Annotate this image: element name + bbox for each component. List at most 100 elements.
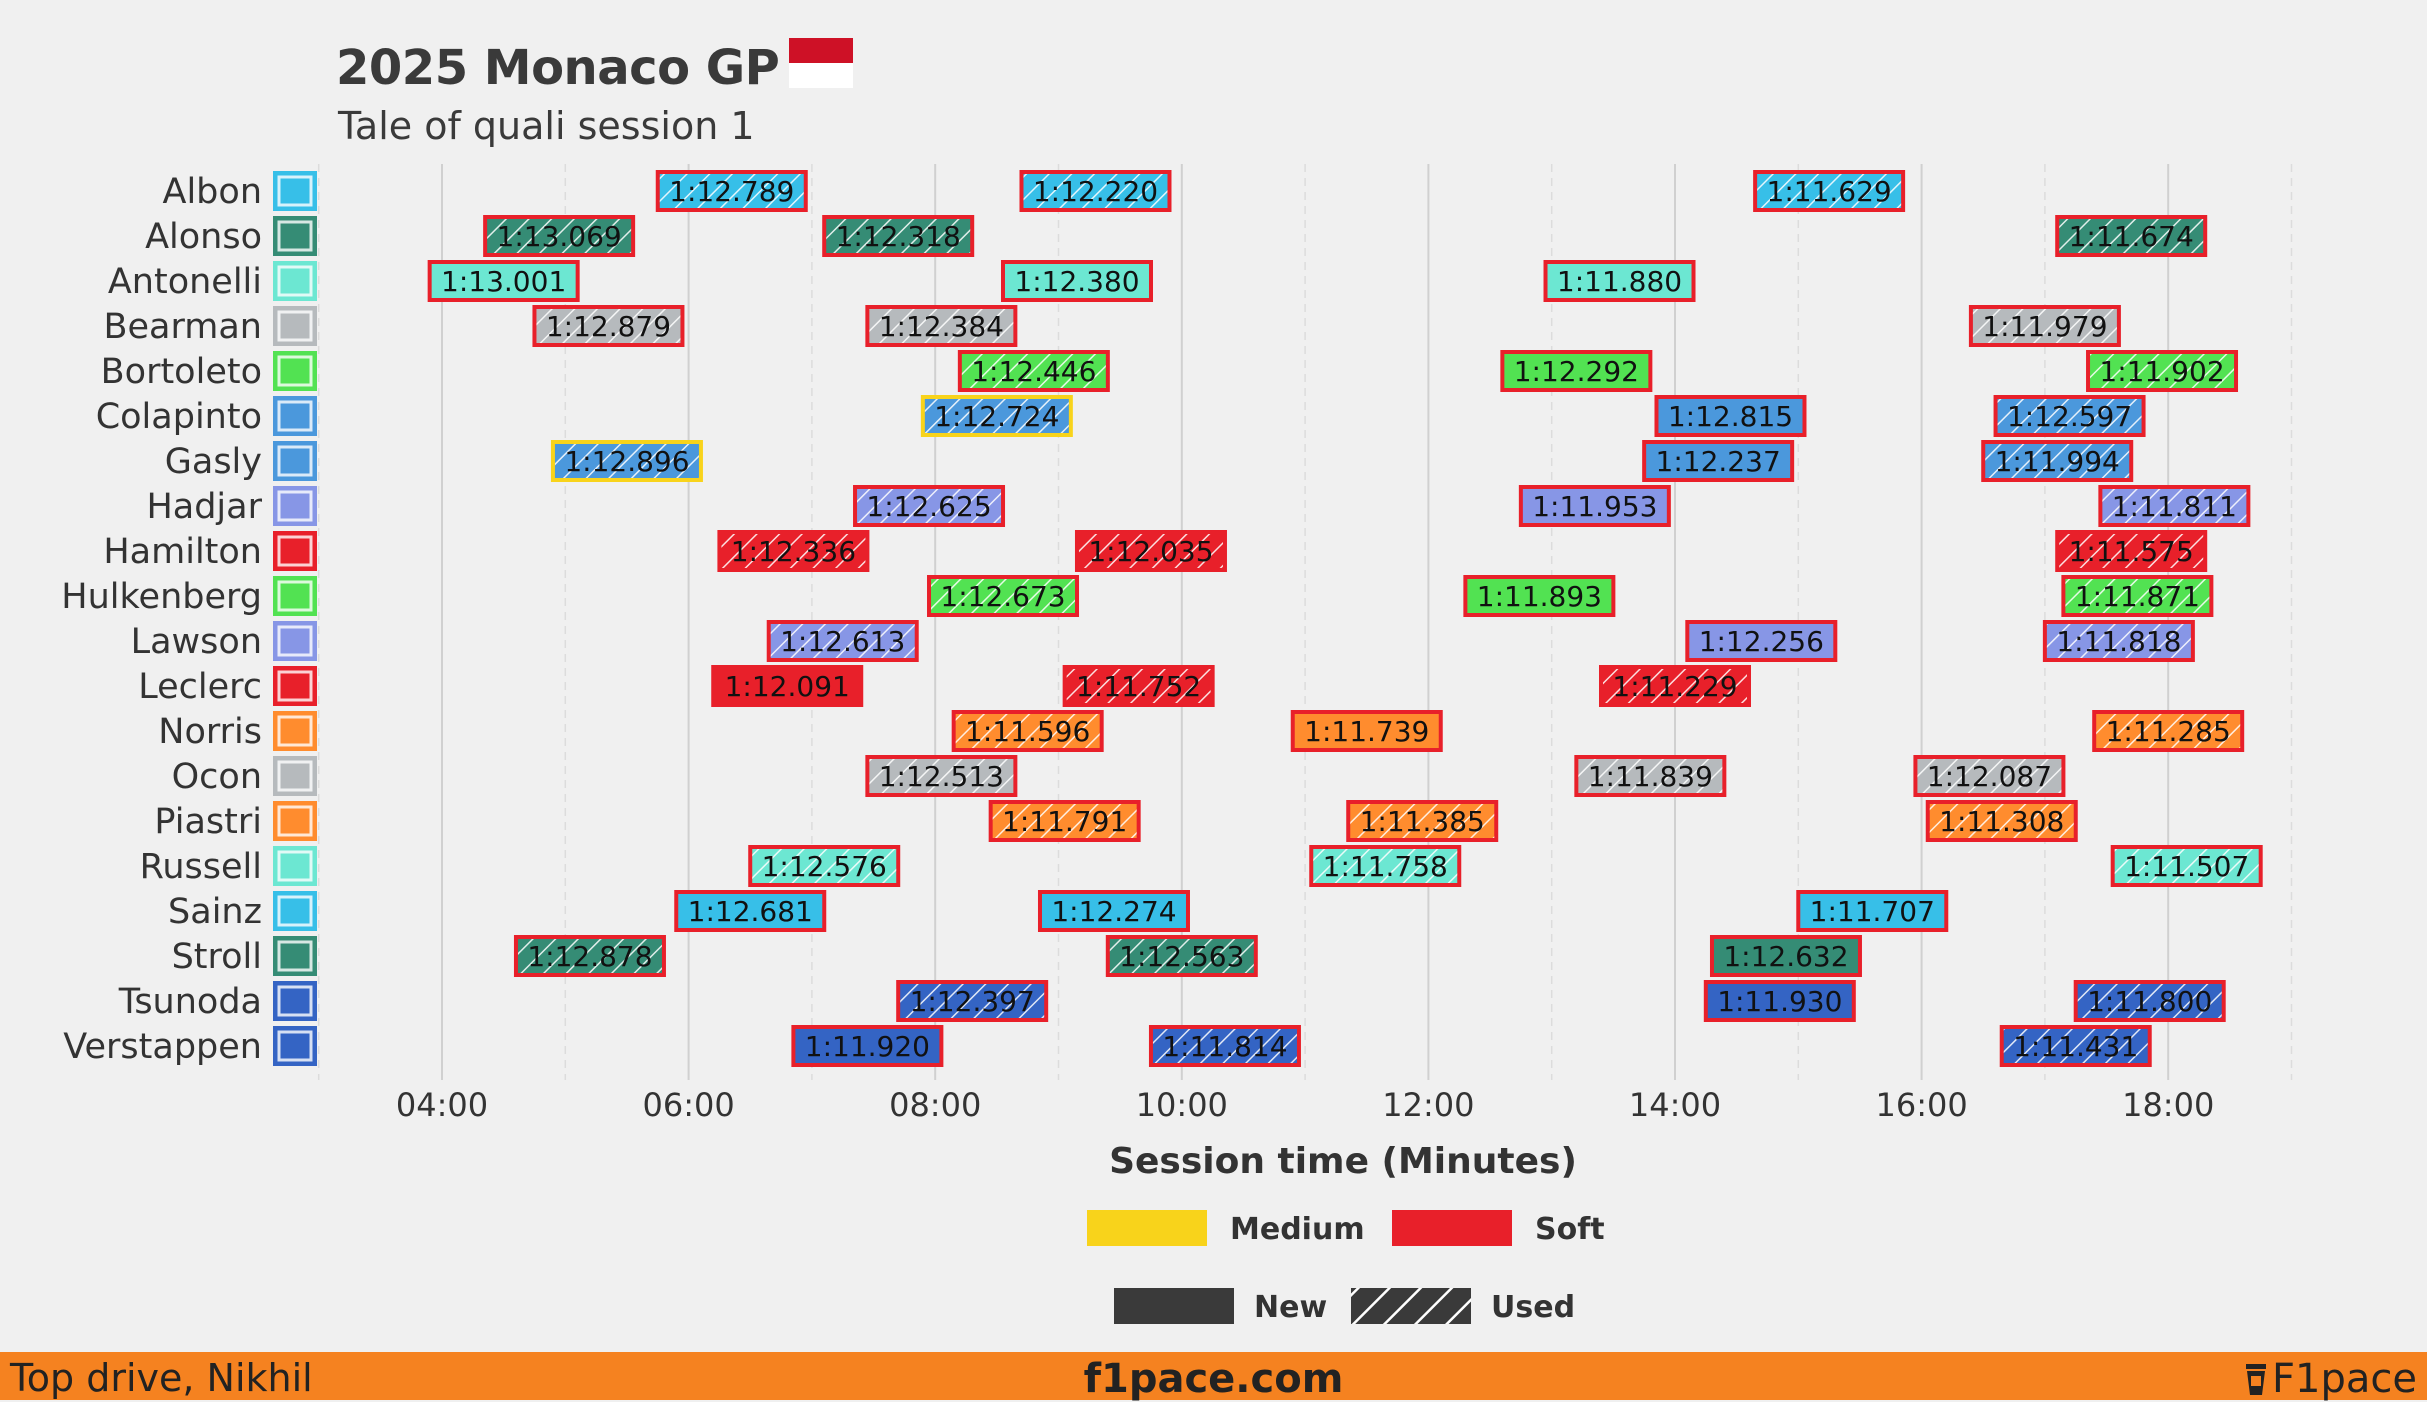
lap-bar[interactable]: 1:12.513 [865,755,1018,797]
lap-bar[interactable]: 1:11.739 [1290,710,1443,752]
team-icon-mark [277,1030,313,1062]
lap-bar[interactable]: 1:11.930 [1703,980,1856,1022]
lap-bar[interactable]: 1:12.878 [513,935,666,977]
lap-bar-hatch [931,579,1076,613]
lap-bar[interactable]: 1:12.397 [896,980,1049,1022]
driver-label: Sainz [168,892,262,932]
lap-time-label: 1:12.256 [1699,625,1824,658]
lap-bar-hatch [1078,534,1223,568]
lap-bar[interactable]: 1:12.673 [927,575,1080,617]
lap-bar[interactable]: 1:12.681 [674,890,827,932]
lap-bar[interactable]: 1:11.674 [2055,215,2208,257]
lap-bar[interactable]: 1:11.800 [2073,980,2226,1022]
lap-bar[interactable]: 1:11.385 [1346,800,1499,842]
lap-bar[interactable]: 1:12.896 [550,440,703,482]
lap-time-label: 1:12.292 [1514,355,1639,388]
lap-bar-hatch [857,489,1002,523]
lap-bar-fill [427,260,580,302]
lap-bar[interactable]: 1:12.274 [1037,890,1190,932]
lap-time-label: 1:11.811 [2112,490,2237,523]
lap-bar[interactable]: 1:12.789 [655,170,808,212]
team-icon-mark [277,220,313,252]
lap-bar[interactable]: 1:11.818 [2042,620,2195,662]
lap-bar[interactable]: 1:11.596 [951,710,1104,752]
lap-bar[interactable]: 1:11.707 [1796,890,1949,932]
lap-bar[interactable]: 1:11.814 [1148,1025,1301,1067]
lap-bar[interactable]: 1:12.318 [822,215,975,257]
lap-bar[interactable]: 1:12.035 [1074,530,1227,572]
lap-bar-hatch [826,219,971,253]
chart-subtitle: Tale of quali session 1 [338,104,755,148]
lap-bar[interactable]: 1:11.507 [2110,845,2263,887]
lap-bar[interactable]: 1:11.791 [988,800,1141,842]
lap-bar[interactable]: 1:11.979 [1968,305,2121,347]
lap-bar[interactable]: 1:12.292 [1500,350,1653,392]
lap-bar[interactable]: 1:12.879 [532,305,685,347]
lap-bar[interactable]: 1:12.256 [1685,620,1838,662]
alpine-logo-icon [273,441,317,481]
lap-bar[interactable]: 1:12.220 [1019,170,1172,212]
lap-bar[interactable]: 1:11.229 [1599,665,1751,707]
lap-bar[interactable]: 1:11.752 [1062,665,1215,707]
footer-site-link[interactable]: f1pace.com [1083,1356,1344,1402]
lap-bar[interactable]: 1:11.893 [1463,575,1616,617]
lap-time-label: 1:12.336 [731,535,856,568]
driver-label: Tsunoda [118,982,262,1022]
lap-bar[interactable]: 1:12.815 [1654,395,1807,437]
lap-bar-hatch [1972,309,2117,343]
lap-bar[interactable]: 1:11.994 [1981,440,2134,482]
lap-bar[interactable]: 1:12.384 [865,305,1018,347]
lap-time-label: 1:12.220 [1033,175,1158,208]
lap-time-label: 1:12.879 [546,310,671,343]
legend-swatch-used-hatch [1351,1288,1471,1324]
lap-bar[interactable]: 1:11.629 [1753,170,1906,212]
driver-label: Hamilton [103,532,262,572]
driver-label: Colapinto [96,397,262,437]
lap-bar[interactable]: 1:12.625 [853,485,1006,527]
lap-bar[interactable]: 1:12.336 [717,530,870,572]
lap-bar[interactable]: 1:12.597 [1993,395,2146,437]
lap-bar[interactable]: 1:11.285 [2092,710,2245,752]
lap-bar-hatch [721,534,866,568]
team-icon-mark [277,580,313,612]
lap-time-label: 1:11.758 [1323,850,1448,883]
lap-bar-hatch [536,309,681,343]
lap-bar[interactable]: 1:11.920 [791,1025,944,1067]
lap-bar[interactable]: 1:12.446 [957,350,1110,392]
lap-bar[interactable]: 1:11.871 [2061,575,2214,617]
lap-bar[interactable]: 1:11.811 [2098,485,2251,527]
lap-time-label: 1:11.920 [805,1030,930,1063]
driver-label: Alonso [145,217,262,257]
lap-bar[interactable]: 1:11.431 [1999,1025,2152,1067]
driver-label: Stroll [172,937,262,977]
lap-bar[interactable]: 1:12.724 [920,395,1073,437]
lap-bar-hatch [2003,1029,2148,1063]
lap-bar-fill [1500,350,1653,392]
lap-bar[interactable]: 1:12.237 [1642,440,1795,482]
lap-bar[interactable]: 1:11.880 [1543,260,1696,302]
team-icon-mark [277,355,313,387]
lap-bar[interactable]: 1:11.758 [1309,845,1462,887]
lap-bar[interactable]: 1:11.575 [2055,530,2208,572]
lap-bar[interactable]: 1:12.576 [748,845,901,887]
lap-bar[interactable]: 1:13.001 [427,260,580,302]
lap-bar[interactable]: 1:11.308 [1925,800,2078,842]
lap-time-label: 1:11.431 [2013,1030,2138,1063]
lap-bar[interactable]: 1:11.839 [1574,755,1727,797]
lap-bar[interactable]: 1:12.380 [1000,260,1153,302]
lap-bar[interactable]: 1:11.902 [2086,350,2239,392]
lap-time-label: 1:11.979 [1982,310,2107,343]
legend-swatch-new [1114,1288,1234,1324]
lap-time-label: 1:11.814 [1162,1030,1287,1063]
lap-bar[interactable]: 1:12.613 [766,620,919,662]
lap-bar[interactable]: 1:12.563 [1105,935,1258,977]
legend-label-used: Used [1491,1290,1575,1325]
lap-bar[interactable]: 1:13.069 [483,215,636,257]
lap-bar-hatch [1985,444,2130,478]
lap-time-label: 1:12.446 [971,355,1096,388]
lap-bar[interactable]: 1:12.087 [1913,755,2066,797]
lap-bar[interactable]: 1:11.953 [1518,485,1671,527]
lap-bar[interactable]: 1:12.091 [711,665,864,707]
ferrari-logo-icon [273,666,317,706]
lap-bar[interactable]: 1:12.632 [1709,935,1862,977]
